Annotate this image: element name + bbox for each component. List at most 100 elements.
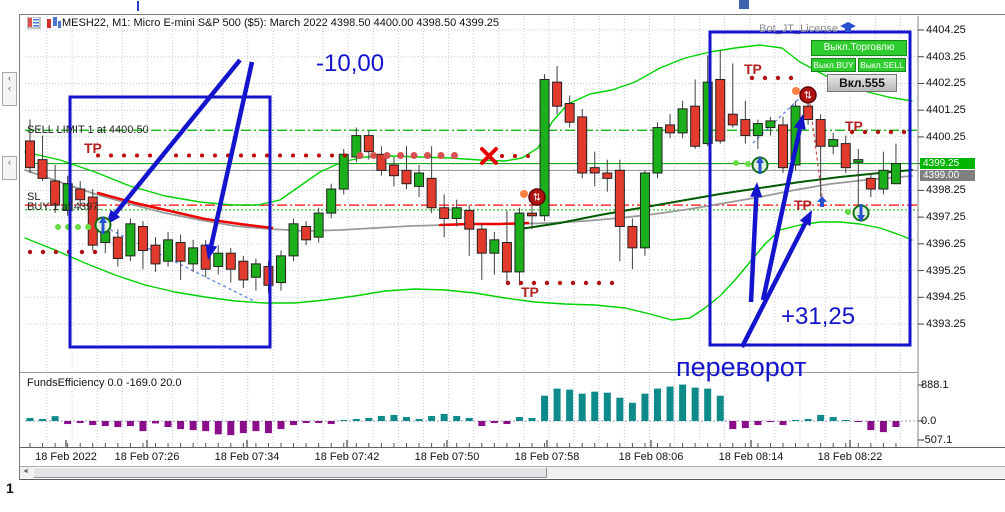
- tp-trail-dot: [424, 152, 431, 159]
- toggle-trading-button[interactable]: Выкл.Торговлю: [811, 40, 907, 56]
- candle-body: [464, 209, 475, 230]
- price-axis-label: 4393.25: [926, 318, 966, 331]
- time-axis-label: 18 Feb 07:42: [314, 451, 380, 463]
- candle-body: [213, 252, 224, 268]
- candle-body: [803, 105, 814, 121]
- annotation-rectangle: [708, 30, 912, 347]
- candle-body: [878, 169, 889, 190]
- candle-body: [62, 183, 73, 211]
- signal-dot-orange: [792, 87, 800, 95]
- tp-trail-dot: [304, 153, 308, 158]
- tp-trail-dot: [278, 153, 282, 158]
- tp-trail-dot: [513, 154, 517, 158]
- histogram-bar: [804, 418, 812, 421]
- tp-trail-dot: [174, 153, 178, 158]
- candle-body: [25, 140, 35, 169]
- candle-body: [188, 247, 199, 265]
- candle-body: [853, 159, 864, 163]
- histogram-bar: [578, 393, 586, 421]
- collapsed-window-button[interactable]: ‹: [2, 156, 17, 180]
- histogram-bar: [879, 421, 887, 433]
- histogram-bar: [741, 421, 749, 429]
- tp-trail-dot: [343, 153, 347, 158]
- price-axis-label: 4404.25: [926, 24, 966, 36]
- time-axis-label: 18 Feb 07:34: [214, 451, 280, 463]
- indicator-title: FundsEfficiency 0.0 -169.0 20.0: [27, 377, 182, 389]
- toggle-lot-button[interactable]: Вкл.555: [827, 74, 897, 92]
- candle-body: [602, 172, 613, 179]
- tp-trail-dot: [862, 129, 868, 135]
- annotation-arrow: [760, 114, 806, 301]
- price-axis-label: 4394.25: [926, 291, 966, 304]
- candle-body: [589, 167, 600, 174]
- buy-signal-marker: [94, 216, 112, 234]
- histogram-bar: [39, 418, 47, 421]
- histogram-bar: [114, 421, 122, 428]
- tp-trail-dot: [526, 154, 530, 158]
- profit-annotation[interactable]: +31,25: [781, 303, 856, 330]
- tp-trail-dot: [330, 153, 334, 158]
- histogram-bar: [177, 421, 185, 430]
- toggle-buy-button[interactable]: Выкл.BUY: [811, 58, 856, 72]
- horizontal-scrollbar[interactable]: ◄: [20, 466, 1005, 478]
- price-axis-label: 4397.25: [926, 211, 966, 224]
- loss-annotation[interactable]: -10,00: [316, 50, 385, 77]
- time-axis-label: 18 Feb 2022: [35, 451, 97, 463]
- histogram-bar: [453, 415, 461, 421]
- histogram-bar: [829, 416, 837, 421]
- page-number: 1: [6, 480, 14, 496]
- histogram-bar: [766, 421, 774, 423]
- tp-trail-dot: [875, 129, 881, 135]
- candle-body: [552, 81, 563, 107]
- histogram-bar: [867, 421, 875, 431]
- tp-trail-dot: [570, 280, 576, 286]
- tp-trail-dot: [583, 280, 589, 286]
- reversal-annotation[interactable]: переворот: [676, 352, 807, 382]
- indicator-separator[interactable]: [20, 372, 918, 373]
- histogram-bar: [403, 416, 410, 421]
- indicator-axis-label: 0.0: [921, 415, 937, 427]
- histogram-bar: [591, 391, 599, 421]
- signal-dot-green: [75, 224, 81, 230]
- tp-hit-marker: [817, 196, 827, 207]
- collapsed-window-button[interactable]: ‹ ‹: [2, 72, 17, 106]
- candle-body: [250, 263, 261, 278]
- svg-text:⇅: ⇅: [804, 91, 812, 102]
- chart-title: MESH22, M1: Micro E-mini S&P 500 ($5): M…: [62, 17, 500, 29]
- tp-trail-dot: [451, 152, 458, 159]
- candle-body: [338, 153, 349, 190]
- time-axis-label: 18 Feb 08:22: [817, 451, 883, 463]
- signal-dot-green: [845, 209, 851, 215]
- annotation-arrow: [739, 210, 812, 349]
- tp-trail-dot: [609, 280, 615, 286]
- tp-trail-dot: [518, 280, 524, 286]
- candle-body: [451, 207, 462, 219]
- histogram-bar: [528, 417, 536, 421]
- stop-loss-label: SL: [27, 191, 41, 203]
- histogram-bar: [628, 402, 636, 421]
- tp-label: TP: [84, 140, 102, 156]
- histogram-bar: [465, 417, 473, 421]
- histogram-bar: [264, 421, 272, 434]
- histogram-bar: [754, 421, 762, 426]
- quotes-table-icon[interactable]: [27, 17, 41, 29]
- histogram-bar: [352, 418, 360, 421]
- histogram-bar: [679, 384, 687, 421]
- tp-trail-dot: [505, 280, 511, 286]
- scrollbar-thumb[interactable]: [33, 467, 547, 478]
- tp-trail-dot: [437, 152, 445, 159]
- bot-license-label: Bot_JT_License: [759, 23, 838, 35]
- annotation-rectangle: [68, 95, 272, 349]
- candle-body: [376, 153, 387, 171]
- scrollbar-left-arrow-icon[interactable]: ◄: [22, 468, 29, 475]
- signal-dot-green: [85, 224, 91, 230]
- candle-body: [112, 236, 123, 260]
- candle-body: [351, 135, 362, 158]
- histogram-bar: [704, 388, 712, 421]
- top-window-fragment-tick: [137, 1, 139, 11]
- chart-type-icon[interactable]: [47, 17, 61, 28]
- time-axis-label: 18 Feb 07:58: [514, 451, 580, 463]
- tp-trail-dot: [788, 75, 794, 81]
- toggle-sell-button[interactable]: Выкл.SELL: [858, 58, 906, 72]
